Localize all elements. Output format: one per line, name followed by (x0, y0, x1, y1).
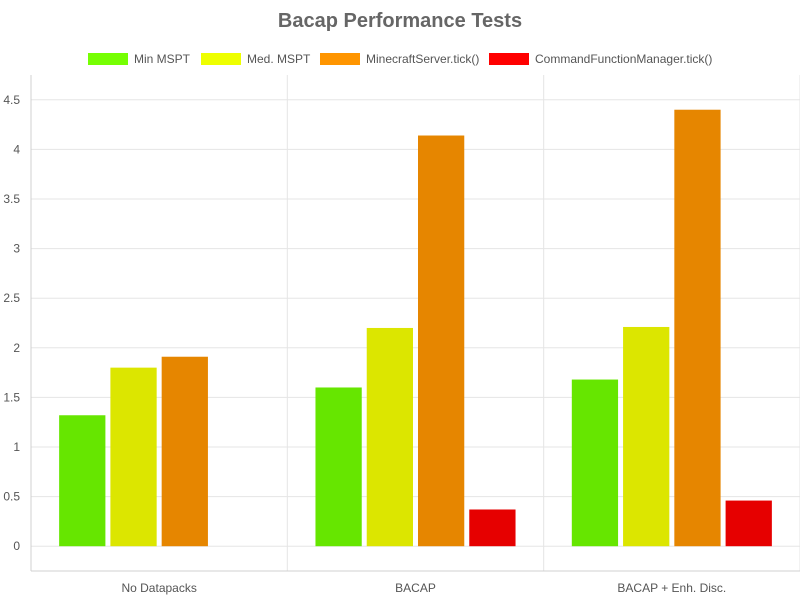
y-tick-label: 1.5 (3, 390, 20, 404)
bar-commandfunctionmanager-tick-bacap-enh-disc[interactable] (725, 500, 772, 547)
y-tick-label: 4.5 (3, 93, 20, 107)
y-axis-ticks: 0 0.5 1 1.5 2 2.5 3 3.5 4 4.5 (3, 93, 20, 553)
x-tick-label: BACAP + Enh. Disc. (617, 581, 726, 595)
y-tick-label: 2.5 (3, 291, 20, 305)
bar-med-mspt-bacap-enh-disc[interactable] (623, 326, 670, 547)
legend-swatch-min-mspt (88, 53, 128, 65)
bar-minecraftserver-tick-no-datapacks[interactable] (161, 356, 208, 547)
legend-swatch-minecraftserver-tick (320, 53, 360, 65)
legend-swatch-med-mspt (201, 53, 241, 65)
legend-label-minecraftserver-tick: MinecraftServer.tick() (366, 52, 479, 66)
bars (59, 109, 772, 547)
y-tick-label: 0 (13, 539, 20, 553)
x-axis-ticks: No Datapacks BACAP BACAP + Enh. Disc. (121, 581, 726, 595)
bar-commandfunctionmanager-tick-bacap[interactable] (469, 509, 516, 547)
bar-med-mspt-no-datapacks[interactable] (110, 367, 157, 547)
bar-min-mspt-no-datapacks[interactable] (59, 415, 106, 547)
legend-item-commandfunctionmanager-tick[interactable]: CommandFunctionManager.tick() (489, 52, 712, 66)
bar-min-mspt-bacap-enh-disc[interactable] (571, 379, 619, 547)
legend-item-minecraftserver-tick[interactable]: MinecraftServer.tick() (320, 52, 479, 66)
y-tick-label: 3.5 (3, 192, 20, 206)
legend: Min MSPT Med. MSPT MinecraftServer.tick(… (88, 52, 712, 66)
chart-title: Bacap Performance Tests (278, 10, 522, 32)
x-tick-label: BACAP (395, 581, 436, 595)
bar-min-mspt-bacap[interactable] (315, 387, 362, 547)
bar-minecraftserver-tick-bacap-enh-disc[interactable] (674, 109, 721, 547)
y-tick-label: 2 (13, 341, 20, 355)
legend-label-min-mspt: Min MSPT (134, 52, 191, 66)
legend-item-med-mspt[interactable]: Med. MSPT (201, 52, 311, 66)
y-tick-label: 3 (13, 242, 20, 256)
legend-swatch-commandfunctionmanager-tick (489, 53, 529, 65)
y-tick-label: 1 (13, 440, 20, 454)
legend-item-min-mspt[interactable]: Min MSPT (88, 52, 191, 66)
legend-label-med-mspt: Med. MSPT (247, 52, 311, 66)
y-tick-label: 0.5 (3, 490, 20, 504)
x-tick-label: No Datapacks (121, 581, 196, 595)
bar-med-mspt-bacap[interactable] (366, 327, 413, 547)
legend-label-commandfunctionmanager-tick: CommandFunctionManager.tick() (535, 52, 712, 66)
y-tick-label: 4 (13, 142, 20, 156)
grid (30, 75, 800, 572)
bar-minecraftserver-tick-bacap[interactable] (418, 135, 465, 547)
